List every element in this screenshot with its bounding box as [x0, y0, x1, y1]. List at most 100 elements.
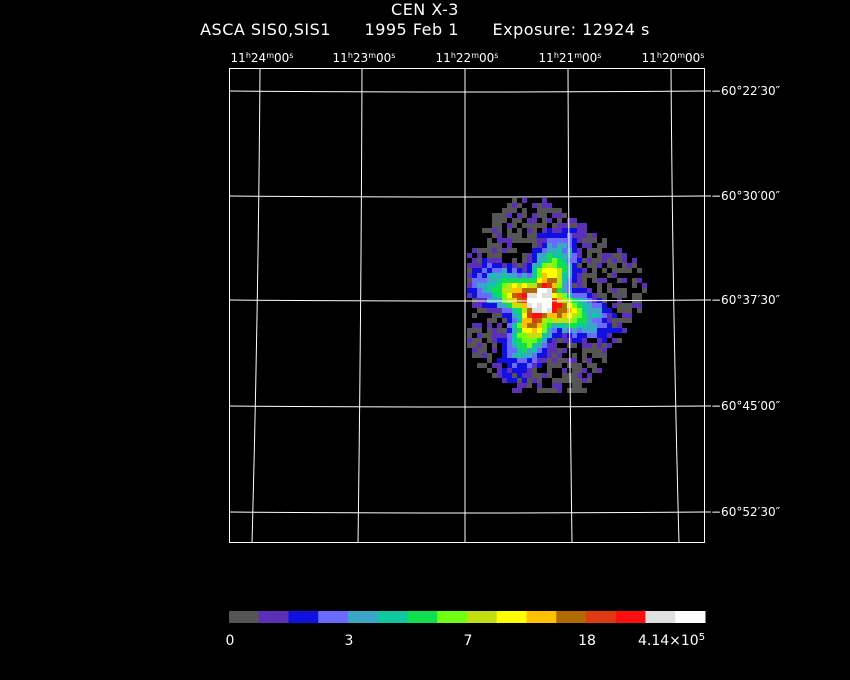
- image-pixel: [497, 308, 502, 313]
- image-pixel: [577, 228, 582, 233]
- image-pixel: [467, 283, 472, 288]
- image-pixel: [472, 278, 477, 283]
- image-pixel: [602, 358, 607, 363]
- image-pixel: [507, 278, 512, 283]
- image-pixel: [557, 248, 562, 253]
- image-pixel: [497, 368, 502, 373]
- image-pixel: [502, 213, 507, 218]
- image-pixel: [517, 368, 522, 373]
- image-pixel: [617, 268, 622, 273]
- image-pixel: [602, 293, 607, 298]
- image-pixel: [512, 338, 517, 343]
- image-pixel: [542, 338, 547, 343]
- image-pixel: [472, 353, 477, 358]
- image-pixel: [507, 293, 512, 298]
- colorbar-segment: [615, 611, 646, 623]
- image-pixel: [557, 273, 562, 278]
- image-pixel: [587, 348, 592, 353]
- image-pixel: [527, 343, 532, 348]
- image-pixel: [517, 333, 522, 338]
- image-pixel: [597, 313, 602, 318]
- image-pixel: [542, 243, 547, 248]
- image-pixel: [487, 293, 492, 298]
- colorbar-segment: [467, 611, 498, 623]
- image-pixel: [567, 218, 572, 223]
- image-pixel: [547, 268, 552, 273]
- image-pixel: [497, 213, 502, 218]
- image-pixel: [497, 328, 502, 333]
- image-pixel: [512, 323, 517, 328]
- image-pixel: [502, 358, 507, 363]
- image-pixel: [577, 268, 582, 273]
- image-pixel: [492, 228, 497, 233]
- image-pixel: [577, 238, 582, 243]
- image-pixel: [507, 343, 512, 348]
- image-pixel: [537, 303, 542, 308]
- image-pixel: [502, 273, 507, 278]
- image-pixel: [557, 268, 562, 273]
- image-pixel: [502, 368, 507, 373]
- image-pixel: [497, 338, 502, 343]
- ra-tick-labels: 11h24m00s 11h23m00s 11h22m00s 11h21m00s 11h2…: [231, 51, 705, 66]
- image-pixel: [517, 203, 522, 208]
- image-pixel: [562, 368, 567, 373]
- image-pixel: [502, 348, 507, 353]
- image-pixel: [612, 263, 617, 268]
- image-pixel: [587, 253, 592, 258]
- image-pixel: [607, 323, 612, 328]
- image-pixel: [617, 293, 622, 298]
- image-pixel: [607, 313, 612, 318]
- image-pixel: [497, 278, 502, 283]
- image-pixel: [537, 213, 542, 218]
- image-pixel: [587, 373, 592, 378]
- image-pixel: [482, 258, 487, 263]
- image-pixel: [477, 328, 482, 333]
- image-pixel: [552, 238, 557, 243]
- image-pixel: [517, 313, 522, 318]
- image-pixel: [487, 268, 492, 273]
- colorbar-segment: [645, 611, 676, 623]
- image-pixel: [502, 333, 507, 338]
- image-pixel: [507, 323, 512, 328]
- image-pixel: [642, 283, 647, 288]
- image-pixel: [582, 293, 587, 298]
- image-subtitle: ASCA SIS0,SIS1 1995 Feb 1 Exposure: 1292…: [0, 20, 850, 39]
- image-pixel: [517, 218, 522, 223]
- image-pixel: [607, 328, 612, 333]
- image-pixel: [612, 253, 617, 258]
- image-pixel: [512, 288, 517, 293]
- colorbar-labels: 0 3 7 18 4.14×105: [226, 632, 706, 650]
- image-pixel: [487, 278, 492, 283]
- image-pixel: [487, 243, 492, 248]
- image-pixel: [547, 258, 552, 263]
- image-pixel: [632, 293, 637, 298]
- image-pixel: [612, 288, 617, 293]
- image-pixel: [537, 343, 542, 348]
- image-pixel: [517, 308, 522, 313]
- image-pixel: [557, 233, 562, 238]
- image-pixel: [502, 268, 507, 273]
- image-pixel: [597, 318, 602, 323]
- image-pixel: [532, 323, 537, 328]
- colorbar-segment: [586, 611, 617, 623]
- image-pixel: [532, 213, 537, 218]
- image-pixel: [592, 268, 597, 273]
- image-pixel: [542, 263, 547, 268]
- image-pixel: [537, 388, 542, 393]
- image-pixel: [472, 283, 477, 288]
- image-pixel: [572, 293, 577, 298]
- image-pixel: [492, 263, 497, 268]
- image-pixel: [537, 223, 542, 228]
- image-pixel: [612, 323, 617, 328]
- image-pixel: [542, 388, 547, 393]
- image-pixel: [557, 303, 562, 308]
- image-pixel: [532, 378, 537, 383]
- image-pixel: [472, 293, 477, 298]
- image-pixel: [517, 383, 522, 388]
- image-pixel: [522, 253, 527, 258]
- image-pixel: [572, 373, 577, 378]
- image-pixel: [557, 278, 562, 283]
- image-pixel: [612, 318, 617, 323]
- image-pixel: [617, 328, 622, 333]
- image-pixel: [527, 318, 532, 323]
